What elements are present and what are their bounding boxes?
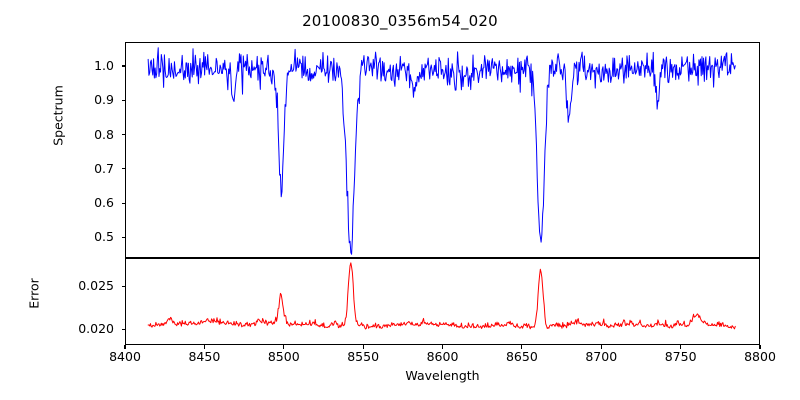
y-tick-mark [121,328,125,331]
x-tick-mark [600,345,602,349]
x-tick-mark [759,345,761,349]
x-tick-mark [124,345,126,349]
x-tick-mark [283,345,285,349]
y-tick-mark [121,202,125,204]
x-tick-mark [441,345,444,349]
y-tick-label: 0.6 [94,195,114,211]
x-tick-label: 8650 [505,349,538,364]
error-plot-area [125,258,760,345]
x-tick-label: 8450 [188,349,221,364]
spectrum-y-axis-label: Spectrum [50,85,66,146]
y-tick-label: 0.8 [94,126,114,142]
y-tick-mark [121,168,125,170]
x-tick-label: 8800 [744,349,776,364]
chart-title: 20100830_0356m54_020 [302,12,498,30]
x-tick-mark [680,345,682,349]
x-tick-label: 8400 [109,349,141,364]
error-y-axis-label: Error [26,278,42,309]
x-tick-label: 8550 [347,349,380,364]
y-tick-mark [121,65,125,67]
y-tick-mark [121,285,125,287]
x-tick-mark [203,345,205,349]
y-tick-mark [121,236,125,238]
x-tick-mark [362,345,364,349]
y-tick-label: 0.020 [78,321,114,337]
x-tick-label: 8750 [664,349,697,364]
y-tick-label: 0.025 [78,278,114,294]
y-tick-label: 0.7 [94,160,114,176]
spectrum-plot-area [125,42,760,258]
x-tick-mark [521,345,523,349]
y-tick-label: 0.9 [94,92,114,108]
x-axis-label: Wavelength [405,368,480,383]
y-tick-label: 0.5 [94,229,114,245]
y-tick-mark [121,134,125,136]
spectrum-line-series [126,43,759,257]
y-tick-label: 1.0 [94,58,114,73]
y-tick-mark [121,99,125,101]
x-tick-label: 8500 [267,349,300,364]
error-line-series [126,259,759,344]
x-tick-label: 8700 [585,349,618,364]
x-tick-label: 8600 [426,349,459,364]
